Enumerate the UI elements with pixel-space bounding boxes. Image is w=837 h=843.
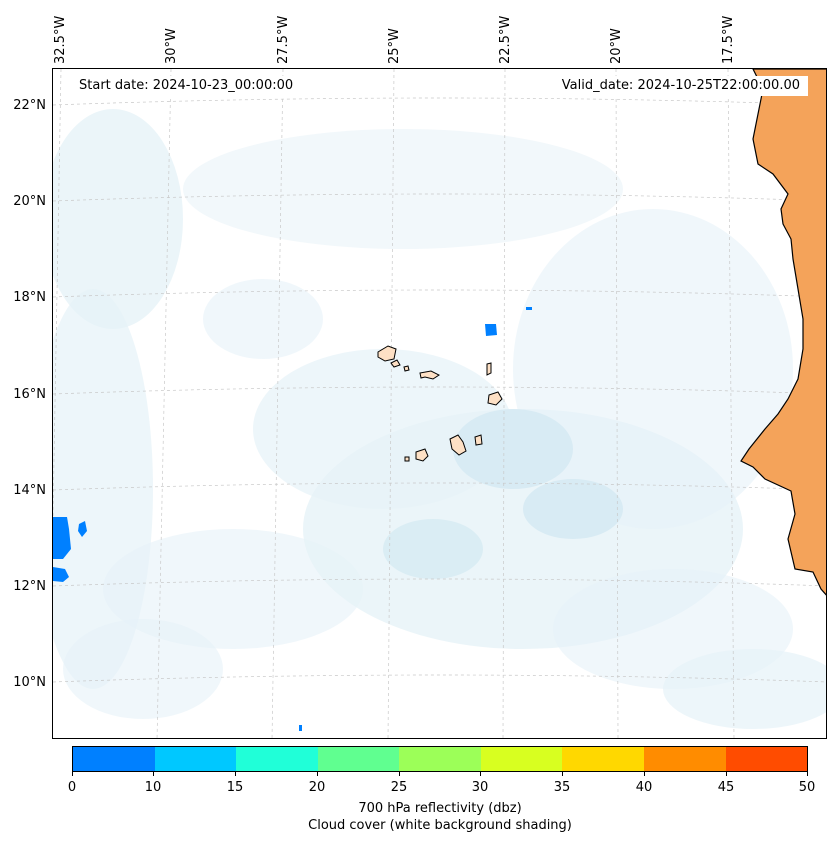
colorbar-tick [644,772,645,776]
colorbar-tick-label: 10 [144,780,162,795]
lon-label-17-5w: 17.5°W [721,15,736,64]
island-fogo [415,448,429,462]
lon-label-32-5w: 32.5°W [53,15,68,64]
island-sao-vicente [390,359,401,368]
colorbar-segment-40-45 [643,747,726,771]
colorbar-label: 700 hPa reflectivity (dbz) [358,801,522,816]
colorbar-tick [317,772,318,776]
reflectivity-patch [526,307,532,310]
lon-label-30w: 30°W [164,28,179,64]
colorbar-tick [72,772,73,776]
lon-label-25w: 25°W [387,28,402,64]
meridian-line [727,69,735,738]
meridian-line [502,69,506,738]
lon-label-22-5w: 22.5°W [498,15,513,64]
colorbar-tick [726,772,727,776]
cloud-patch [183,129,623,249]
colorbar-tick [235,772,236,776]
lat-label-14n: 14°N [13,483,46,498]
colorbar-tick [807,772,808,776]
africa-mainland [740,69,826,596]
colorbar-segment-35-40 [562,747,644,771]
parallel-line [53,97,826,106]
cloud-cover-shading [53,109,826,729]
cloud-patch [513,209,793,529]
colorbar-tick-label: 40 [635,780,653,795]
colorbar-tick-label: 30 [471,780,489,795]
island-santiago [449,434,467,456]
parallel-line [53,289,826,298]
parallel-line [53,674,826,683]
reflectivity-patch [53,567,69,582]
meridian-line [387,69,395,738]
cloud-patch [663,649,826,729]
colorbar-segment-45-50 [725,747,808,771]
colorbar-tick-label: 45 [717,780,735,795]
cloud-patch [63,619,223,719]
lat-label-18n: 18°N [13,290,46,305]
lat-label-20n: 20°N [13,194,46,209]
island-sal [486,362,492,376]
reflectivity-patches [53,307,532,731]
reflectivity-patch [299,725,302,731]
parallel-line [53,482,826,491]
cloud-patch [53,109,183,329]
lat-label-16n: 16°N [13,387,46,402]
parallel-line [53,386,826,395]
start-date-label: Start date: 2024-10-23_00:00:00 [71,76,302,96]
parallel-line [53,578,826,587]
lon-label-27-5w: 27.5°W [276,15,291,64]
colorbar-tick-label: 20 [308,780,326,795]
colorbar-tick [153,772,154,776]
lon-label-20w: 20°W [609,28,624,64]
island-brava [404,456,410,462]
graticule [53,69,826,738]
colorbar-tick-label: 25 [390,780,408,795]
island-santa-luzia [403,365,410,372]
meridian-line [156,69,172,738]
parallel-line [53,193,826,202]
colorbar-segment-30-35 [480,747,563,771]
map-panel[interactable] [52,68,827,739]
cloud-patch [383,519,483,579]
lat-label-12n: 12°N [13,579,46,594]
meridian-line [615,69,619,738]
meridian-line [271,69,284,738]
island-sao-nicolau [419,370,440,380]
island-maio [474,434,483,446]
colorbar-tick [399,772,400,776]
reflectivity-patch [485,324,497,336]
cape-verde-islands [377,345,503,462]
colorbar-segment-20-25 [317,747,400,771]
lat-label-22n: 22°N [13,98,46,113]
colorbar-tick-label: 15 [226,780,244,795]
reflectivity-patch [53,517,71,559]
cloud-patch [203,279,323,359]
reflectivity-patch [78,521,87,537]
colorbar-tick [480,772,481,776]
colorbar-segment-0-10 [73,747,155,771]
colorbar-tick [562,772,563,776]
colorbar-tick-label: 35 [553,780,571,795]
colorbar-tick-label: 50 [798,780,816,795]
lat-label-10n: 10°N [13,675,46,690]
colorbar-segment-15-20 [236,747,318,771]
colorbar-segment-25-30 [399,747,481,771]
cloud-patch [523,479,623,539]
colorbar [72,746,808,772]
island-boa-vista [487,391,503,406]
colorbar-sublabel: Cloud cover (white background shading) [308,818,572,833]
colorbar-segment-10-15 [154,747,237,771]
cloud-patch [103,529,363,649]
colorbar-tick-label: 0 [67,780,77,795]
map-canvas [53,69,826,738]
island-santo-antao [377,345,397,362]
cloud-patch [453,409,573,489]
valid-date-label: Valid_date: 2024-10-25T22:00:00.00 [553,76,808,96]
